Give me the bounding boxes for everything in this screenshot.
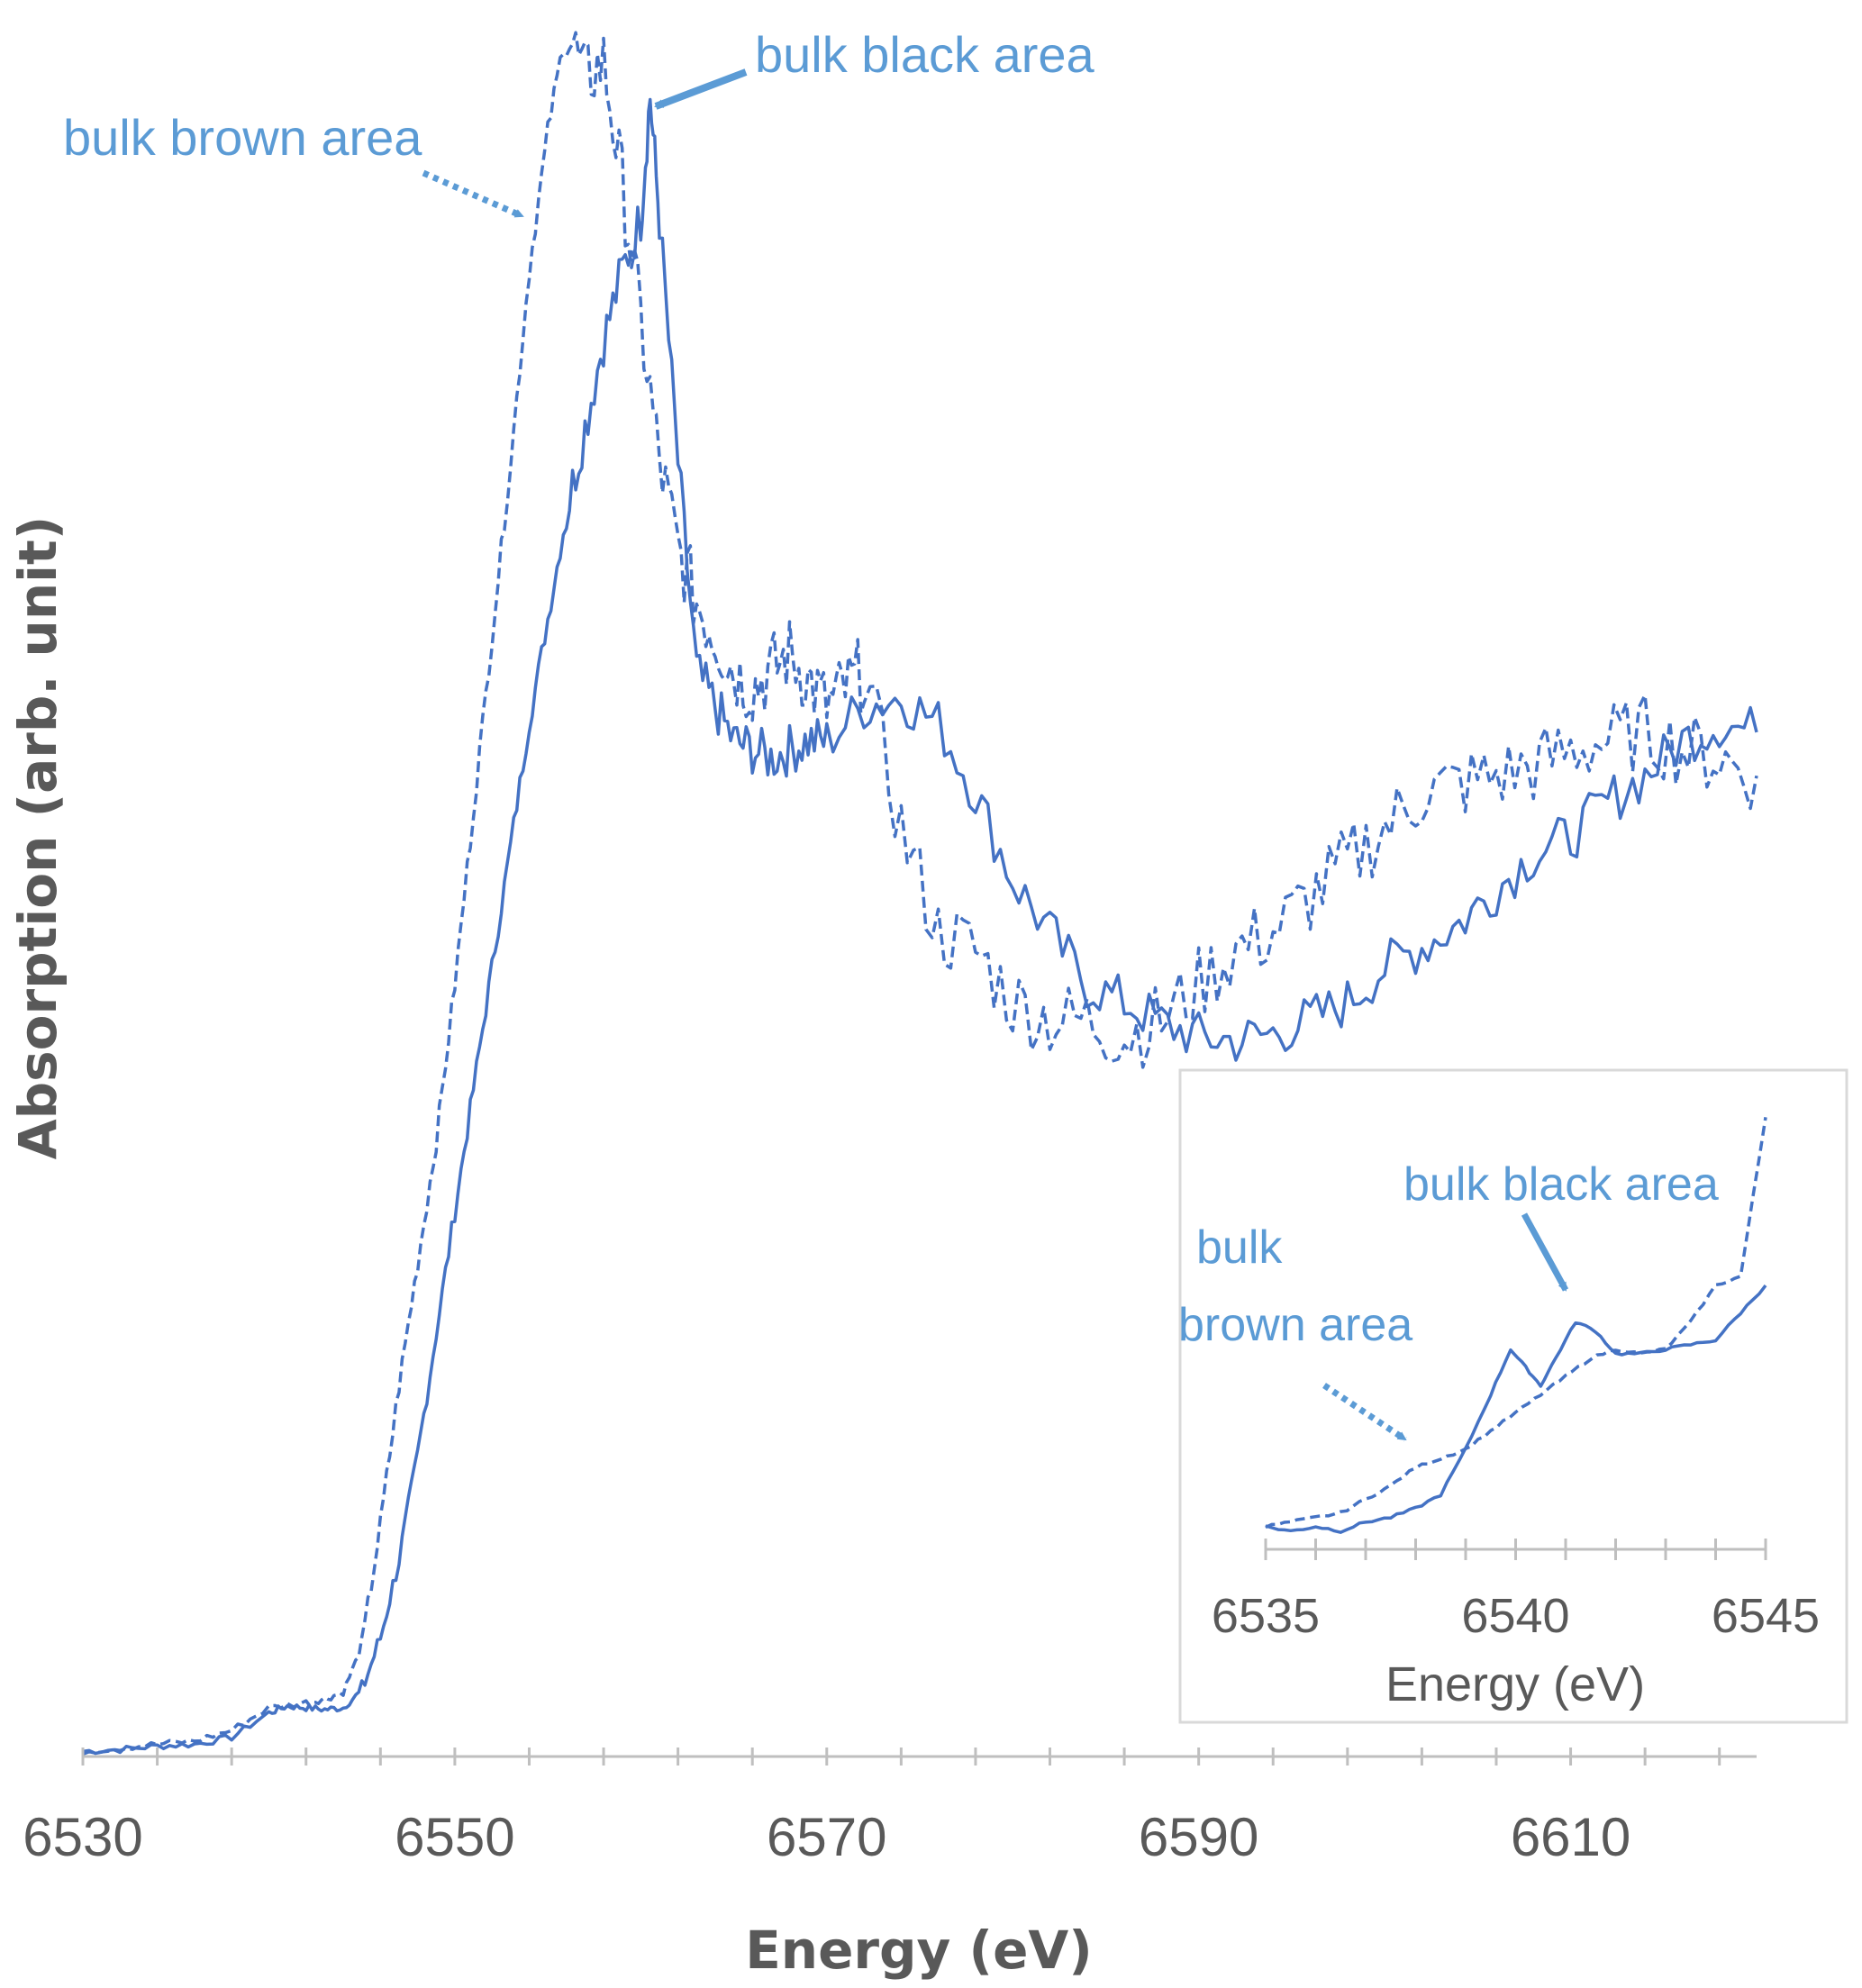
annotation-label: bulk brown area: [63, 109, 422, 166]
x-axis-title: Energy (eV): [745, 1920, 1093, 1981]
x-tick-label: 6590: [1139, 1807, 1258, 1867]
x-tick-label: 6530: [23, 1807, 142, 1867]
inset-annotation-bulk-black: bulk black area: [1403, 1158, 1719, 1292]
x-tick-label: 6550: [395, 1807, 514, 1867]
y-axis-title: Absorption (arb. unit): [7, 516, 68, 1160]
series-line-bulk-black-area: [82, 97, 1758, 1756]
inset-border: [1178, 1068, 1848, 1724]
inset-series-line-bulk-black-area: [1265, 1284, 1767, 1534]
x-tick-label: 6610: [1511, 1807, 1630, 1867]
x-tick-label: 6570: [767, 1807, 886, 1867]
annotation-bulk-black: bulk black area: [654, 26, 1095, 110]
inset-plot-area: [1265, 1117, 1767, 1534]
annotation-bulk-brown: bulk brown area: [63, 109, 524, 220]
inset-x-axis: 6535 6540 6545: [1212, 1539, 1820, 1643]
inset-x-axis-title: Energy (eV): [1385, 1657, 1645, 1711]
inset-annotation-bulk-brown: bulk brown area: [1178, 1221, 1412, 1442]
series-line-bulk-brown-area: [82, 31, 1758, 1757]
inset-x-tick-label: 6535: [1212, 1589, 1320, 1643]
x-axis: 6530 6550 6570 6590 6610: [23, 1747, 1757, 1867]
annotation-arrow: [422, 169, 524, 220]
annotation-label-line-2: brown area: [1178, 1299, 1412, 1351]
annotation-arrow: [654, 68, 748, 110]
inset-x-tick-label: 6540: [1461, 1589, 1569, 1643]
inset-x-tick-label: 6545: [1712, 1589, 1820, 1643]
annotation-label: bulk black area: [1403, 1158, 1719, 1211]
annotation-label: bulk black area: [755, 26, 1095, 83]
main-plot-area: [82, 31, 1758, 1757]
inset-chart: 6535 6540 6545 Energy (eV) bulk black area…: [1178, 1068, 1848, 1724]
inset-series-line-bulk-brown-area: [1265, 1117, 1767, 1530]
annotation-label-line-1: bulk: [1196, 1221, 1283, 1274]
annotation-arrow: [1521, 1212, 1569, 1292]
